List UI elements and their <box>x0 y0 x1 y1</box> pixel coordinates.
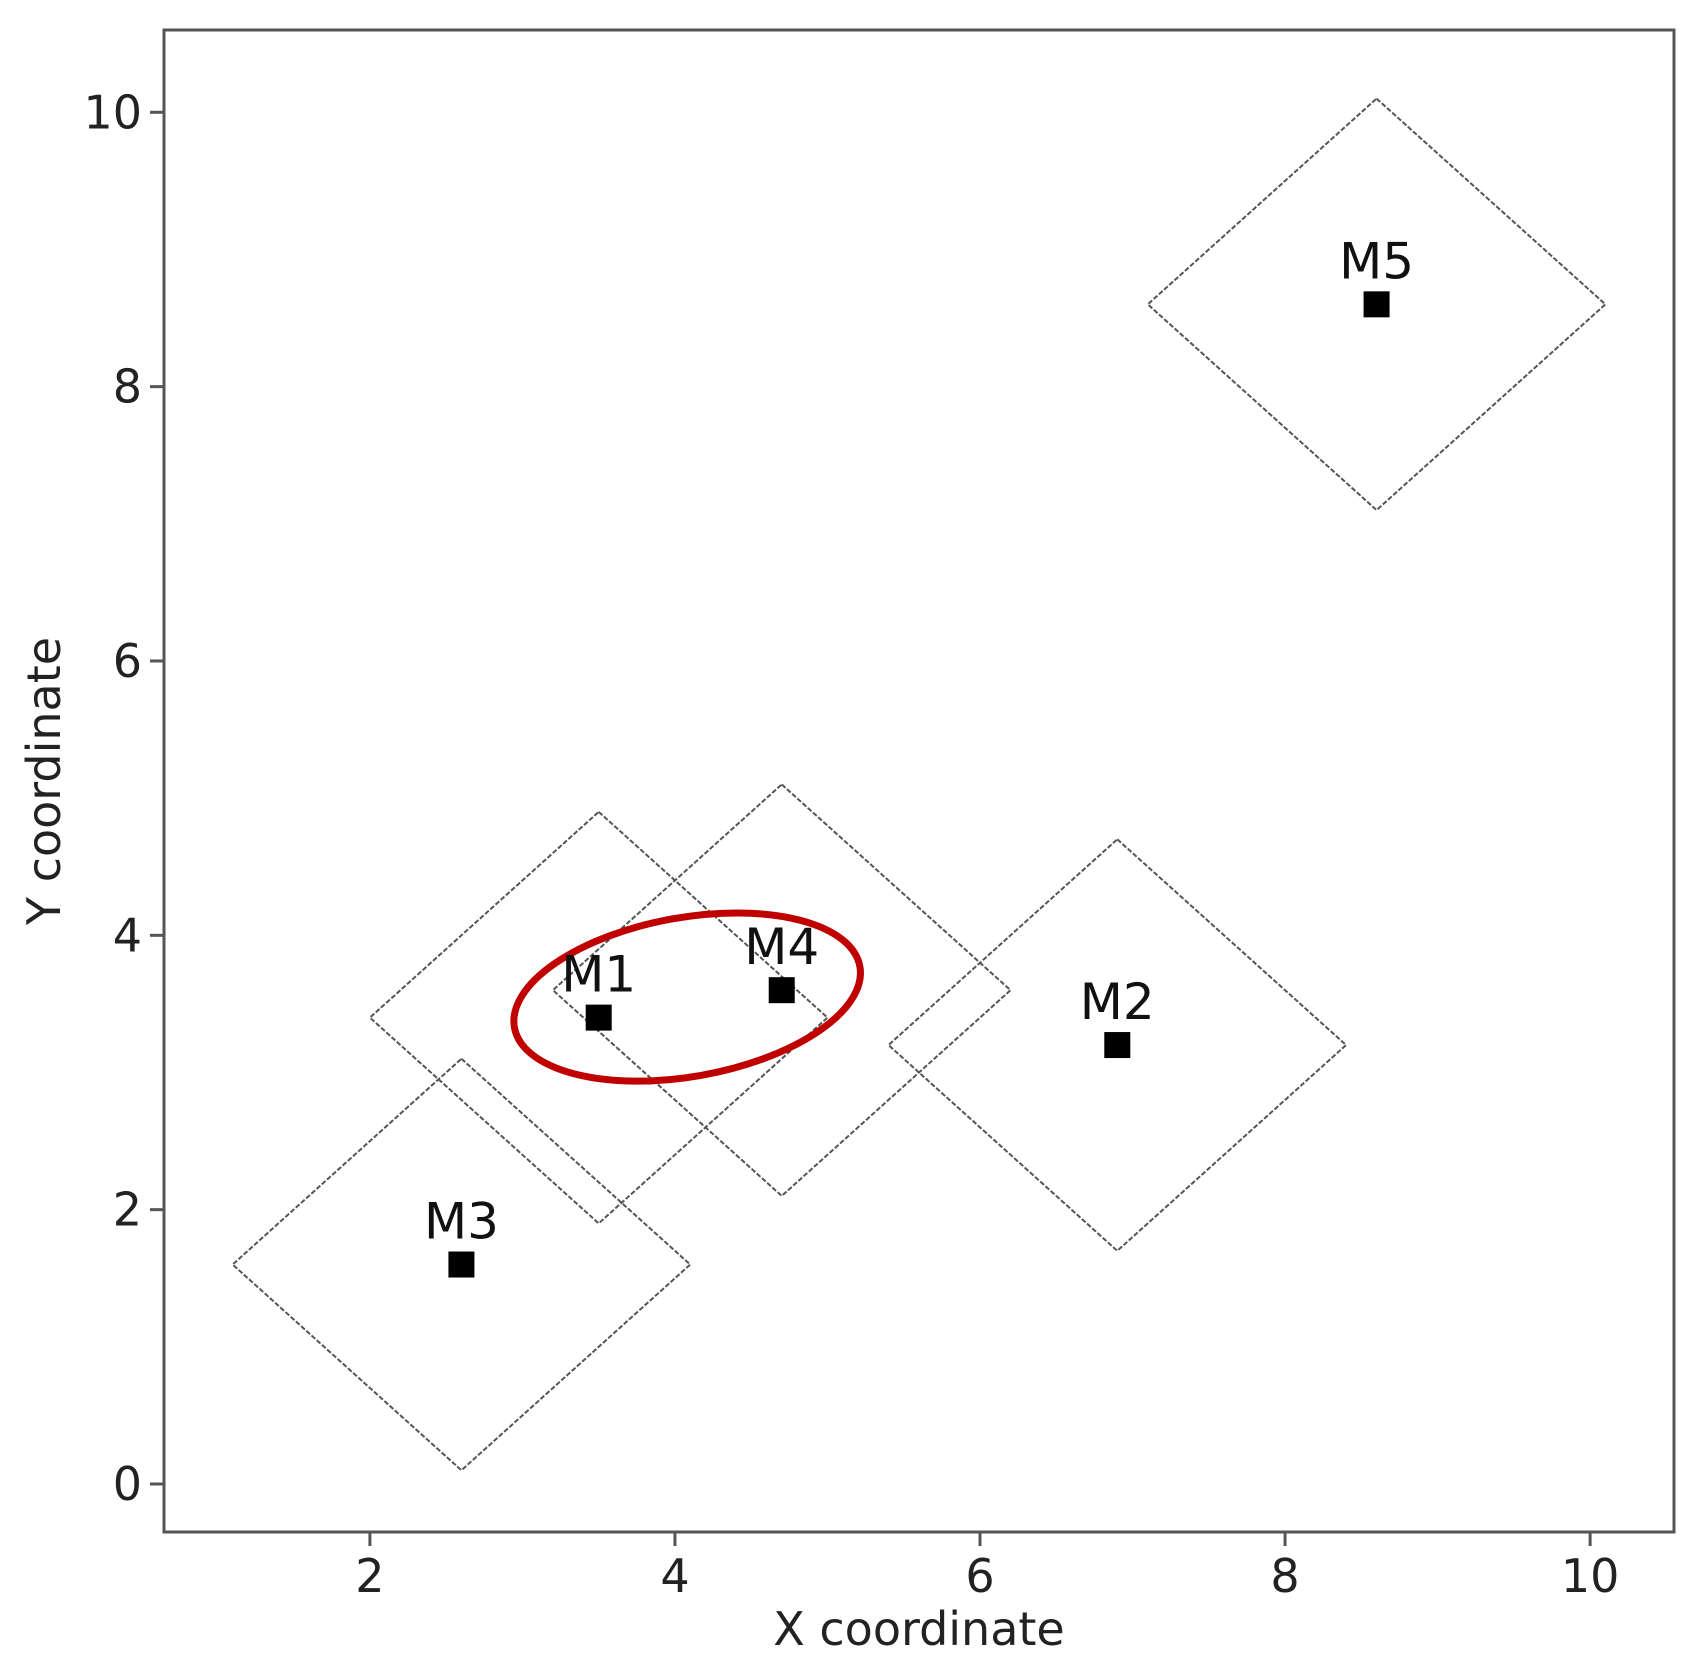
point-label-m2: M2 <box>1080 973 1155 1031</box>
y-tick-label-2: 2 <box>113 1183 142 1237</box>
marker-m4 <box>768 977 795 1004</box>
point-label-m5: M5 <box>1339 232 1414 290</box>
range-diamonds <box>231 97 1607 1472</box>
y-axis-label: Y coordinate <box>17 637 71 926</box>
point-label-m1: M1 <box>561 946 636 1004</box>
marker-m1 <box>585 1004 612 1031</box>
point-markers <box>448 291 1390 1278</box>
diamond-m3 <box>231 1057 692 1472</box>
y-tick-label-10: 10 <box>83 85 142 139</box>
point-label-m4: M4 <box>744 918 819 976</box>
x-tick-label-6: 6 <box>965 1549 994 1603</box>
point-labels: M1 M2 M3 M4 M5 <box>424 232 1414 1250</box>
y-tick-label-4: 4 <box>113 908 142 962</box>
marker-m5 <box>1363 291 1390 318</box>
y-tick-label-6: 6 <box>113 634 142 688</box>
plot-frame <box>162 28 1676 1534</box>
diamond-m4 <box>551 783 1013 1198</box>
x-tick-label-10: 10 <box>1561 1549 1620 1603</box>
diamond-m2 <box>886 837 1348 1253</box>
marker-m2 <box>1104 1032 1131 1059</box>
highlight-ellipse <box>510 909 864 1085</box>
diamond-m1 <box>368 810 829 1225</box>
y-axis-ticks: 0 2 4 6 8 10 <box>83 85 164 1511</box>
y-tick-label-0: 0 <box>113 1457 142 1511</box>
diamond-m5 <box>1146 97 1607 512</box>
x-tick-label-4: 4 <box>660 1549 689 1603</box>
x-tick-label-2: 2 <box>355 1549 384 1603</box>
highlight-ellipse-layer <box>510 909 864 1085</box>
x-tick-label-8: 8 <box>1270 1549 1299 1603</box>
point-label-m3: M3 <box>424 1193 499 1251</box>
x-axis-label: X coordinate <box>773 1602 1064 1656</box>
x-axis-ticks: 2 4 6 8 10 <box>355 1532 1619 1603</box>
marker-m3 <box>448 1251 475 1278</box>
y-tick-label-8: 8 <box>113 360 142 414</box>
